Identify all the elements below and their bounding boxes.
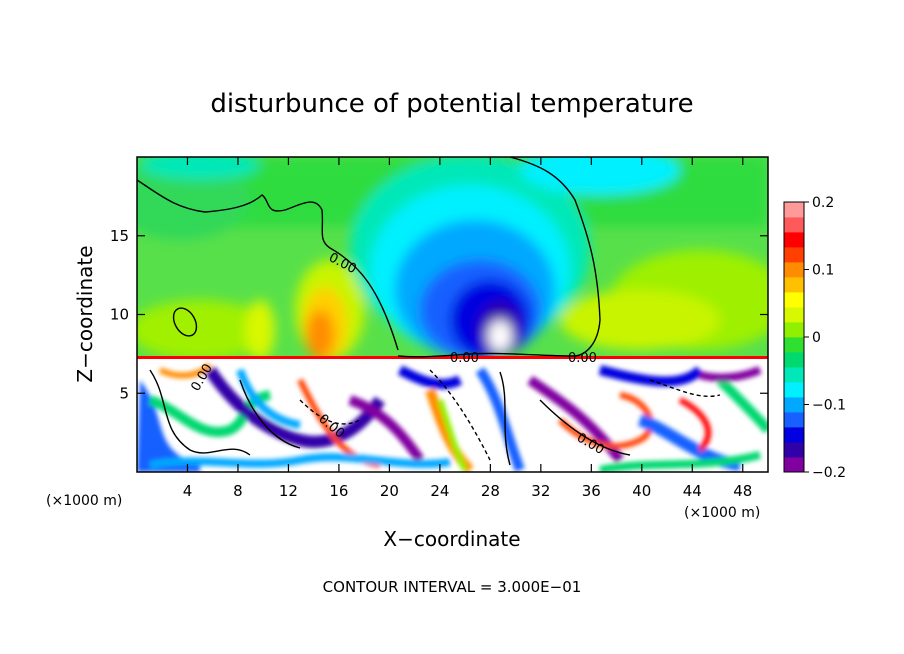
colorbar-swatch xyxy=(784,382,804,398)
colorbar-swatch xyxy=(784,427,804,443)
colorbar: 0.2 0.1 0 −0.1 −0.2 xyxy=(783,195,846,481)
y-axis-label: Z−coordinate xyxy=(73,245,97,382)
contour-label: 0.00 xyxy=(568,351,597,366)
x-tick-label: 48 xyxy=(733,482,752,500)
colorbar-tick-label: 0 xyxy=(812,330,821,346)
heatmap-field xyxy=(137,157,768,472)
colorbar-swatch xyxy=(784,352,804,368)
colorbar-swatch xyxy=(784,247,804,263)
colorbar-tick-label: 0.2 xyxy=(812,195,834,211)
x-tick-label: 44 xyxy=(683,482,702,500)
x-tick-label: 32 xyxy=(531,482,550,500)
x-tick-label: 12 xyxy=(279,482,298,500)
x-axis-unit-left: (×1000 m) xyxy=(46,493,122,509)
colorbar-tick-label: −0.1 xyxy=(812,398,846,414)
x-tick-label: 24 xyxy=(430,482,449,500)
colorbar-swatch xyxy=(784,322,804,338)
colorbar-swatch xyxy=(784,457,804,473)
colorbar-swatch xyxy=(784,217,804,233)
x-tick-label: 16 xyxy=(329,482,348,500)
chart-title: disturbunce of potential temperature xyxy=(210,89,693,119)
x-tick-label: 28 xyxy=(481,482,500,500)
colorbar-swatch xyxy=(784,367,804,383)
colorbar-tick-label: −0.2 xyxy=(812,465,846,481)
x-tick-label: 36 xyxy=(582,482,601,500)
y-tick-label: 15 xyxy=(110,227,129,245)
colorbar-tick-label: 0.1 xyxy=(812,263,834,279)
x-tick-label: 4 xyxy=(183,482,193,500)
x-axis-label: X−coordinate xyxy=(383,527,520,551)
colorbar-swatch xyxy=(784,442,804,458)
contour-label: 0.00 xyxy=(450,351,479,366)
x-tick-label: 8 xyxy=(233,482,243,500)
colorbar-swatch xyxy=(784,232,804,248)
colorbar-swatch xyxy=(784,337,804,353)
y-axis: 5 10 15 xyxy=(110,227,768,402)
y-tick-label: 5 xyxy=(119,384,129,402)
colorbar-swatch xyxy=(784,277,804,293)
colorbar-swatch xyxy=(784,412,804,428)
y-tick-label: 10 xyxy=(110,306,129,324)
x-tick-label: 20 xyxy=(380,482,399,500)
colorbar-swatch xyxy=(784,292,804,308)
colorbar-swatch xyxy=(784,307,804,323)
x-axis-unit-right: (×1000 m) xyxy=(684,505,760,521)
contour-lines xyxy=(137,157,721,466)
x-axis: 4 8 12 16 20 24 28 32 36 40 44 48 xyxy=(183,157,752,500)
colorbar-swatch xyxy=(784,262,804,278)
colorbar-swatch xyxy=(784,397,804,413)
x-tick-label: 40 xyxy=(632,482,651,500)
colorbar-swatch xyxy=(784,202,804,218)
contour-interval-note: CONTOUR INTERVAL = 3.000E−01 xyxy=(323,578,582,596)
